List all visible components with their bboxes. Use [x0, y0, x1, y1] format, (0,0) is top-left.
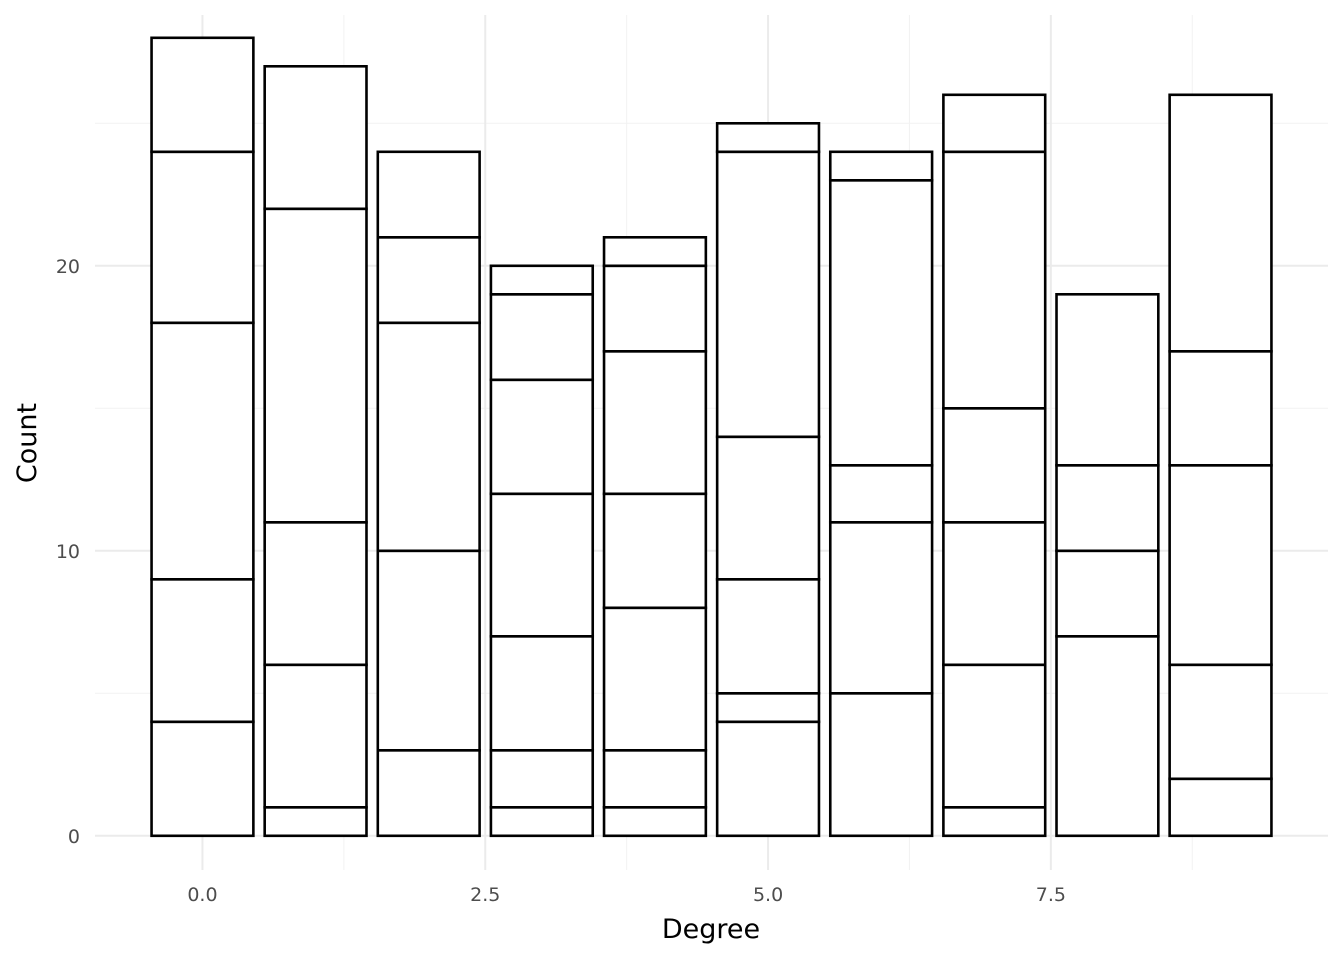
bar-segment [1168, 93, 1273, 353]
bar [150, 36, 255, 838]
bar-segment [376, 748, 481, 838]
bar-segment [602, 349, 708, 496]
bar-segment [942, 805, 1047, 838]
bar-segment [263, 520, 368, 667]
bar-segment [376, 549, 481, 752]
y-tick-label: 0 [68, 826, 80, 848]
bar-segment [1055, 292, 1160, 467]
bar-segment [602, 805, 708, 838]
bar-segment [602, 492, 708, 610]
bar-segment [489, 634, 595, 752]
x-axis-title: Degree [662, 914, 760, 945]
y-tick-label: 10 [56, 541, 80, 563]
bar-segment [828, 463, 934, 524]
bar-segment [715, 577, 821, 695]
bar-segment [150, 150, 255, 325]
bar-segment [828, 520, 934, 695]
bar-segment [1168, 349, 1273, 467]
bar-segment [376, 236, 481, 325]
bar-segment [942, 520, 1047, 667]
bar-segment [263, 207, 368, 524]
bar-segment [489, 492, 595, 638]
bar [1055, 292, 1160, 838]
bar-segment [150, 321, 255, 581]
bar-segment [150, 577, 255, 724]
y-axis-title: Count [12, 403, 43, 483]
bar-segment [489, 748, 595, 809]
bar-segment [602, 606, 708, 752]
bar-segment [489, 292, 595, 382]
x-tick-label: 0.0 [187, 884, 217, 906]
bar-segment [263, 805, 368, 838]
bar-segment [942, 663, 1047, 809]
bar-segment [1168, 777, 1273, 838]
x-axis-tick-labels: 0.0 2.5 5.0 7.5 [187, 884, 1066, 906]
bar-segment [942, 93, 1047, 154]
bar-segment [150, 720, 255, 838]
bar-segment [263, 663, 368, 809]
y-tick-label: 20 [56, 256, 80, 278]
bar-segment [715, 435, 821, 581]
y-axis-tick-labels: 0 10 20 [56, 256, 80, 848]
bar [1168, 93, 1273, 838]
bar-segment [828, 691, 934, 838]
bar-segment [715, 720, 821, 838]
x-tick-label: 7.5 [1036, 884, 1066, 906]
bar [715, 122, 821, 838]
bar-segment [489, 378, 595, 496]
bar-segment [376, 150, 481, 239]
bar-segment [1055, 549, 1160, 638]
bar-segment [715, 122, 821, 154]
bar [602, 236, 708, 838]
bar-segment [602, 748, 708, 809]
bar [376, 150, 481, 838]
bar-segment [828, 150, 934, 182]
bar-segment [942, 406, 1047, 524]
bar-segment [602, 236, 708, 268]
bar-segment [602, 264, 708, 353]
bar-segment [942, 150, 1047, 410]
bar-segment [1055, 634, 1160, 838]
bar [942, 93, 1047, 838]
bar-segment [1168, 463, 1273, 667]
bar [828, 150, 934, 838]
bar [263, 65, 368, 838]
bars [150, 36, 1273, 838]
bar-segment [715, 691, 821, 724]
x-tick-label: 2.5 [470, 884, 500, 906]
bar-segment [150, 36, 255, 154]
bar-segment [376, 321, 481, 553]
bar-segment [1168, 663, 1273, 781]
bar-segment [1055, 463, 1160, 553]
bar-segment [489, 264, 595, 296]
bar-segment [828, 179, 934, 467]
bar-segment [489, 805, 595, 838]
x-tick-label: 5.0 [753, 884, 783, 906]
bar [489, 264, 595, 838]
bar-segment [715, 150, 821, 439]
bar-segment [263, 65, 368, 211]
